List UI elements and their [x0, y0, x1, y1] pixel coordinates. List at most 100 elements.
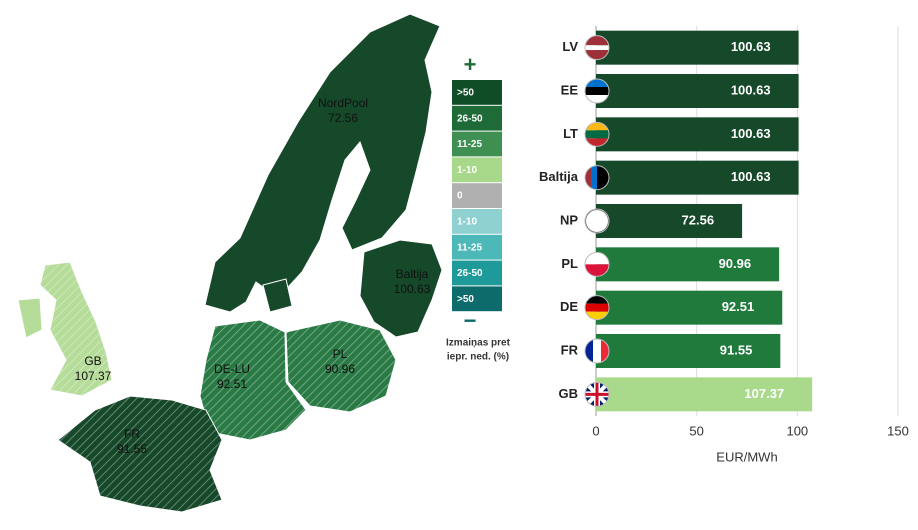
value-label: 90.96 — [719, 256, 752, 271]
flag-stripe — [601, 339, 609, 363]
y-tick-label: NP — [560, 212, 578, 227]
region-name: PL — [333, 347, 348, 361]
y-tick-label: Baltija — [539, 169, 579, 184]
flag-stripe — [585, 295, 609, 304]
value-label: 92.51 — [722, 299, 755, 314]
flag-stripe — [585, 311, 609, 320]
value-label: 100.63 — [731, 39, 771, 54]
y-tick-label: LV — [562, 39, 578, 54]
region-value: 90.96 — [325, 362, 355, 376]
x-tick-label: 50 — [689, 423, 703, 438]
x-tick-label: 0 — [592, 423, 599, 438]
value-label: 91.55 — [720, 342, 753, 357]
flag-stripe — [585, 138, 609, 147]
bar — [596, 290, 783, 325]
legend-swatch — [452, 183, 502, 208]
value-label: 100.63 — [731, 169, 771, 184]
bar-chart: 0 50 100 150 EUR/MWh 100.63 LV 100.63 EE 100.63 LT… — [539, 26, 909, 464]
flag-ring — [584, 165, 610, 191]
bar — [596, 247, 780, 282]
region-hatch — [58, 396, 222, 512]
legend-swatch — [452, 157, 502, 183]
flag-stripe — [585, 252, 609, 265]
legend-label: 0 — [457, 191, 463, 202]
region-name: DE-LU — [214, 362, 250, 376]
legend-swatch — [452, 234, 502, 260]
bar — [596, 377, 813, 412]
region-hatch — [40, 262, 112, 396]
flag — [585, 165, 609, 190]
legend-label: 11-25 — [457, 242, 482, 253]
value-label: 100.63 — [731, 126, 771, 141]
legend-swatch — [452, 131, 502, 157]
flag-stripe — [585, 87, 609, 95]
region-name: NordPool — [318, 96, 368, 110]
region-value: 92.51 — [217, 377, 247, 391]
flag-stripe — [585, 95, 609, 103]
legend-label: >50 — [457, 294, 474, 305]
y-tick-label: FR — [561, 342, 579, 357]
legend-minus: − — [464, 308, 477, 333]
flag — [585, 339, 609, 363]
legend-label: 26-50 — [457, 113, 483, 124]
flag-stripe — [585, 130, 609, 139]
legend-swatch — [452, 105, 502, 131]
flag-bg — [585, 209, 609, 233]
x-tick-label: 100 — [786, 423, 808, 438]
flag-stripe — [585, 303, 609, 312]
region — [204, 13, 441, 313]
legend: + >50 26-50 11-25 1-10 0 1-10 11-25 26-50 >50 − Izm… — [446, 52, 511, 363]
flag-stripe — [585, 50, 609, 60]
y-tick-label: EE — [561, 82, 579, 97]
bar — [596, 160, 799, 195]
region-name: GB — [84, 354, 101, 368]
flag — [585, 35, 609, 60]
flag — [585, 295, 609, 320]
legend-swatch — [452, 209, 502, 234]
flag-ring — [584, 35, 610, 61]
legend-caption: Izmaiņas pret — [446, 338, 511, 349]
flag-stripe — [585, 79, 609, 87]
flag-stripe — [585, 35, 609, 46]
legend-swatch — [452, 80, 502, 105]
legend-label: 1-10 — [457, 217, 477, 228]
bar — [596, 74, 799, 108]
flag-ring — [584, 338, 610, 364]
flag-stripe — [585, 165, 591, 190]
region — [262, 278, 293, 313]
region-value: 91.55 — [117, 442, 147, 456]
region-value: 72.56 — [328, 111, 358, 125]
region-hatch — [286, 320, 396, 412]
legend-plus: + — [464, 52, 477, 77]
flag-stripe — [591, 165, 597, 190]
legend-swatch — [452, 286, 502, 312]
legend-label: >50 — [457, 88, 474, 99]
value-label: 100.63 — [731, 82, 771, 97]
x-axis-label: EUR/MWh — [716, 449, 777, 464]
flag — [585, 252, 609, 277]
flag — [585, 209, 609, 233]
flag-stripe — [597, 165, 609, 190]
region-hatch — [200, 320, 306, 440]
flag-stripe — [585, 45, 609, 51]
region — [359, 239, 443, 338]
bar — [596, 117, 799, 152]
legend-label: 1-10 — [457, 165, 477, 176]
flag-ring — [584, 251, 610, 277]
ireland — [17, 297, 43, 339]
flag — [585, 79, 609, 103]
region-value: 100.63 — [394, 282, 431, 296]
flag-stripe — [585, 122, 609, 131]
flag-ring — [584, 208, 610, 234]
bar — [596, 204, 743, 238]
flag-cross — [585, 382, 609, 407]
legend-caption: iepr. ned. (%) — [447, 352, 509, 363]
flag — [585, 122, 609, 147]
flag-stripe — [585, 339, 593, 363]
flag-ring — [584, 121, 610, 147]
y-tick-label: DE — [560, 299, 578, 314]
value-label: 72.56 — [682, 212, 715, 227]
region-name: Baltija — [396, 267, 429, 281]
flag-stripe — [585, 264, 609, 277]
